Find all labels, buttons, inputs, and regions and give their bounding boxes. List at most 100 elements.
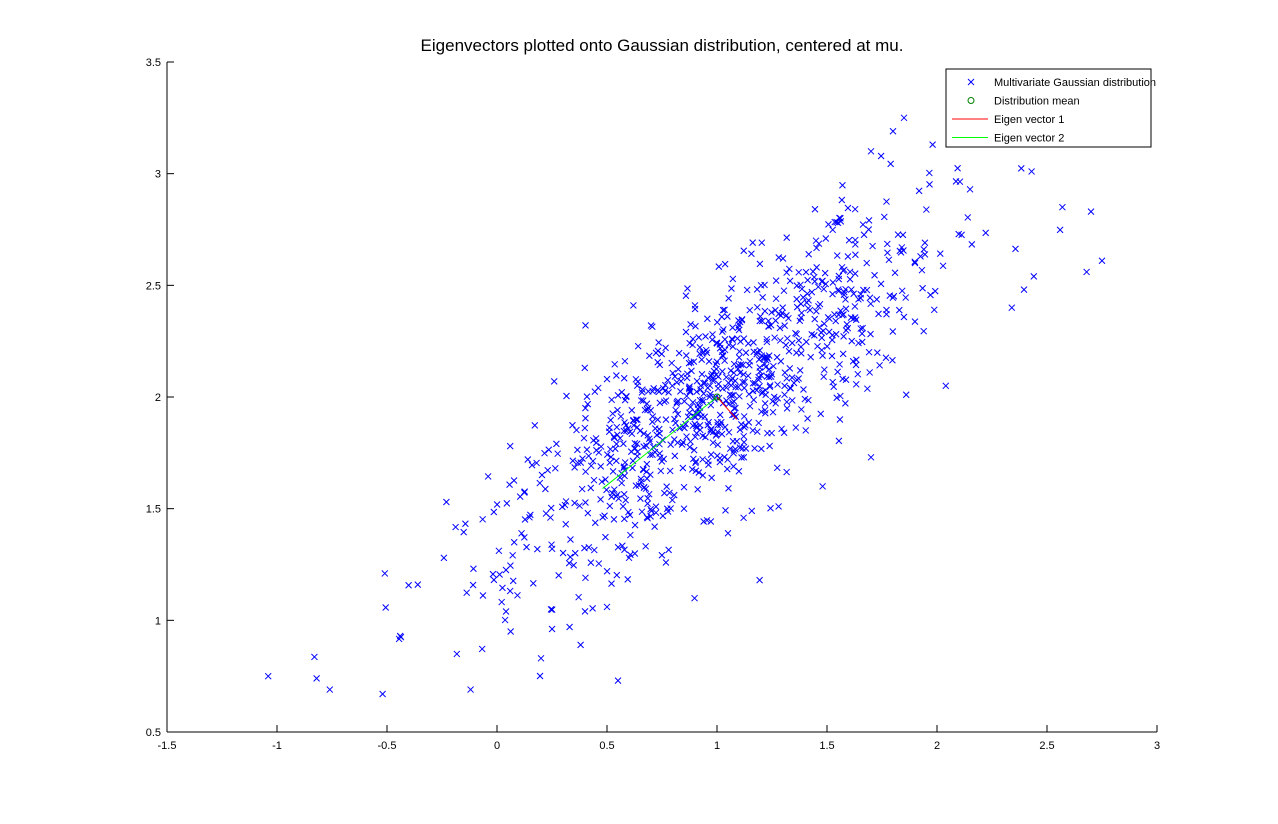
scatter-point	[707, 451, 715, 458]
scatter-point	[755, 356, 763, 363]
scatter-point	[840, 291, 848, 299]
scatter-point	[762, 363, 770, 371]
scatter-point	[582, 499, 589, 506]
scatter-point	[707, 372, 715, 380]
scatter-point	[628, 406, 636, 414]
scatter-point	[734, 335, 741, 342]
scatter-point	[772, 277, 780, 284]
scatter-point	[506, 587, 514, 595]
scatter-point	[638, 389, 646, 396]
scatter-point	[675, 349, 683, 357]
scatter-point	[915, 187, 923, 195]
scatter-point	[815, 302, 822, 310]
scatter-point	[452, 523, 459, 531]
scatter-point	[756, 260, 764, 268]
scatter-point	[729, 324, 736, 331]
scatter-point	[681, 424, 688, 432]
scatter-point	[851, 314, 859, 321]
scatter-point	[838, 196, 846, 204]
scatter-point	[682, 328, 690, 336]
scatter-point	[498, 598, 506, 606]
scatter-point	[614, 543, 622, 551]
scatter-point	[839, 350, 847, 358]
scatter-point	[730, 447, 738, 454]
scatter-point	[758, 389, 766, 397]
scatter-point	[797, 314, 805, 322]
scatter-point	[837, 218, 845, 225]
scatter-point	[643, 442, 650, 450]
scatter-point	[865, 217, 873, 224]
scatter-point	[699, 349, 706, 357]
scatter-point	[610, 486, 618, 493]
scatter-point	[773, 353, 781, 361]
scatter-point	[956, 178, 964, 186]
scatter-point	[982, 229, 990, 237]
scatter-point	[664, 376, 672, 384]
scatter-point	[723, 397, 730, 405]
scatter-point	[665, 389, 672, 396]
scatter-point	[559, 549, 567, 557]
scatter-point	[767, 504, 774, 512]
scatter-point	[834, 368, 841, 376]
scatter-point	[756, 313, 764, 320]
scatter-point	[1098, 257, 1106, 265]
scatter-point	[583, 393, 591, 400]
scatter-point	[734, 383, 742, 391]
scatter-point	[1059, 203, 1066, 211]
scatter-point	[656, 440, 663, 448]
scatter-point	[544, 466, 552, 474]
scatter-point	[637, 475, 645, 483]
scatter-point	[852, 380, 860, 388]
scatter-point	[551, 464, 559, 472]
x-tick-label: 0.5	[599, 740, 614, 752]
scatter-point	[719, 306, 727, 314]
scatter-point	[828, 336, 836, 344]
scatter-point	[613, 423, 621, 431]
scatter-point	[688, 367, 695, 375]
x-tick-label: 1.5	[819, 740, 834, 752]
scatter-point	[738, 454, 745, 461]
scatter-point	[920, 327, 928, 335]
scatter-point	[634, 416, 641, 423]
scatter-point	[668, 496, 676, 504]
x-tick-label: 3	[1154, 740, 1160, 752]
scatter-point	[479, 592, 487, 599]
scatter-point	[673, 398, 681, 406]
scatter-point	[819, 277, 826, 285]
scatter-point	[701, 413, 709, 421]
scatter-point	[536, 479, 544, 487]
scatter-point	[603, 603, 611, 611]
scatter-point	[648, 418, 656, 426]
scatter-point	[687, 321, 694, 328]
legend: Multivariate Gaussian distribution Distri…	[945, 68, 1156, 148]
scatter-point	[727, 382, 735, 389]
scatter-point	[749, 427, 757, 434]
scatter-point	[632, 375, 640, 383]
scatter-point	[566, 553, 574, 561]
scatter-point	[589, 605, 596, 612]
scatter-point	[709, 439, 717, 447]
scatter-point	[746, 402, 754, 410]
scatter-point	[781, 391, 788, 399]
scatter-point	[705, 358, 713, 365]
scatter-point	[585, 452, 592, 460]
scatter-point	[723, 465, 731, 473]
scatter-point	[709, 428, 717, 436]
scatter-point	[724, 313, 731, 320]
scatter-point	[848, 286, 855, 293]
scatter-point	[691, 594, 698, 602]
scatter-point	[783, 269, 790, 276]
scatter-point	[721, 346, 729, 354]
scatter-point	[841, 399, 849, 407]
scatter-point	[609, 410, 617, 417]
scatter-point	[686, 387, 694, 395]
scatter-point	[835, 287, 843, 295]
scatter-point	[686, 409, 693, 417]
scatter-point	[836, 360, 843, 368]
scatter-point	[654, 416, 662, 423]
scatter-point	[738, 316, 746, 324]
scatter-point	[739, 361, 747, 369]
scatter-point	[620, 490, 628, 498]
scatter-point	[795, 268, 803, 276]
scatter-point	[264, 672, 272, 680]
